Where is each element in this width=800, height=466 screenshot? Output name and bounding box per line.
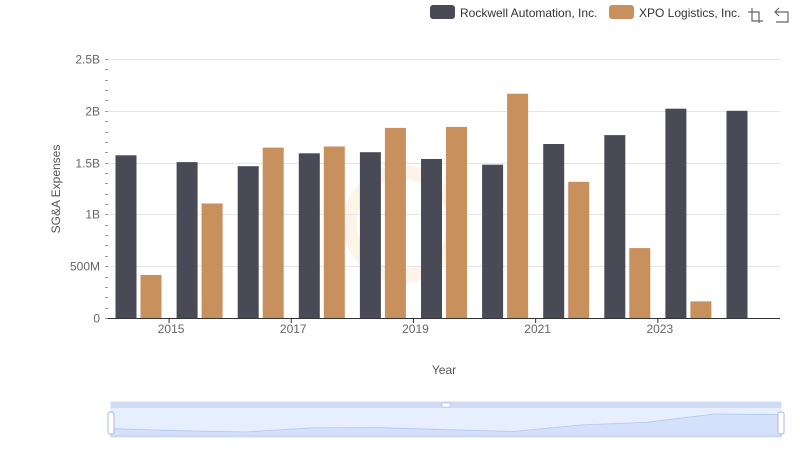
bar-xpo-2022[interactable] [629, 248, 651, 318]
y-axis-minor-ticks [105, 59, 108, 319]
x-tick-label: 2023 [646, 322, 673, 336]
x-axis-title: Year [432, 363, 456, 377]
bar-xpo-2023[interactable] [690, 301, 712, 318]
bar-rockwell-2017[interactable] [298, 153, 320, 318]
legend-swatch-rockwell [430, 5, 455, 19]
bar-xpo-2021[interactable] [568, 181, 590, 318]
y-tick-label: 500M [70, 260, 100, 274]
bar-xpo-2019[interactable] [446, 126, 467, 319]
y-tick-label: 2.5B [75, 53, 100, 67]
bar-rockwell-2014[interactable] [115, 155, 137, 318]
y-axis-tick-labels: 0 500M 1B 1.5B 2B 2.5B [70, 53, 100, 326]
bar-rockwell-2016[interactable] [237, 166, 259, 318]
x-axis-tick-labels: 2015 2017 2019 2021 2023 [158, 318, 673, 336]
y-tick-label: 0 [93, 312, 100, 326]
y-tick-label: 1B [85, 208, 100, 222]
bar-xpo-2014[interactable] [140, 275, 162, 318]
x-tick-label: 2017 [280, 322, 307, 336]
data-zoom-right-handle[interactable] [777, 411, 785, 435]
zoom-icon[interactable] [746, 5, 764, 23]
bar-rockwell-2019[interactable] [421, 159, 442, 318]
bar-rockwell-2015[interactable] [176, 162, 198, 318]
x-tick-label: 2019 [402, 322, 429, 336]
y-tick-label: 2B [85, 105, 100, 119]
legend-label-xpo: XPO Logistics, Inc. [639, 6, 740, 20]
legend-label-rockwell: Rockwell Automation, Inc. [460, 6, 597, 20]
bars [115, 93, 748, 319]
bar-rockwell-2024[interactable] [726, 110, 748, 318]
restore-icon[interactable] [772, 5, 790, 23]
legend: Rockwell Automation, Inc. XPO Logistics,… [430, 5, 740, 20]
data-zoom-left-handle[interactable] [107, 411, 115, 435]
bar-xpo-2017[interactable] [323, 146, 345, 319]
bar-xpo-2020[interactable] [507, 93, 529, 318]
data-zoom-move-handle[interactable] [441, 402, 451, 408]
x-tick-label: 2021 [524, 322, 551, 336]
bar-rockwell-2021[interactable] [543, 144, 565, 318]
legend-item-xpo[interactable]: XPO Logistics, Inc. [609, 5, 740, 20]
bar-rockwell-2020[interactable] [482, 164, 504, 318]
bar-xpo-2016[interactable] [262, 147, 284, 318]
bar-rockwell-2022[interactable] [604, 135, 626, 318]
bar-xpo-2018[interactable] [384, 127, 406, 319]
legend-swatch-xpo [609, 5, 634, 19]
y-tick-label: 1.5B [75, 157, 100, 171]
bar-xpo-2015[interactable] [201, 203, 223, 319]
legend-item-rockwell[interactable]: Rockwell Automation, Inc. [430, 5, 597, 20]
x-tick-label: 2015 [158, 322, 185, 336]
y-axis-title: SG&A Expenses [49, 145, 63, 234]
data-zoom-slider[interactable] [107, 401, 785, 438]
bar-rockwell-2018[interactable] [359, 152, 381, 318]
bar-rockwell-2023[interactable] [665, 108, 687, 318]
